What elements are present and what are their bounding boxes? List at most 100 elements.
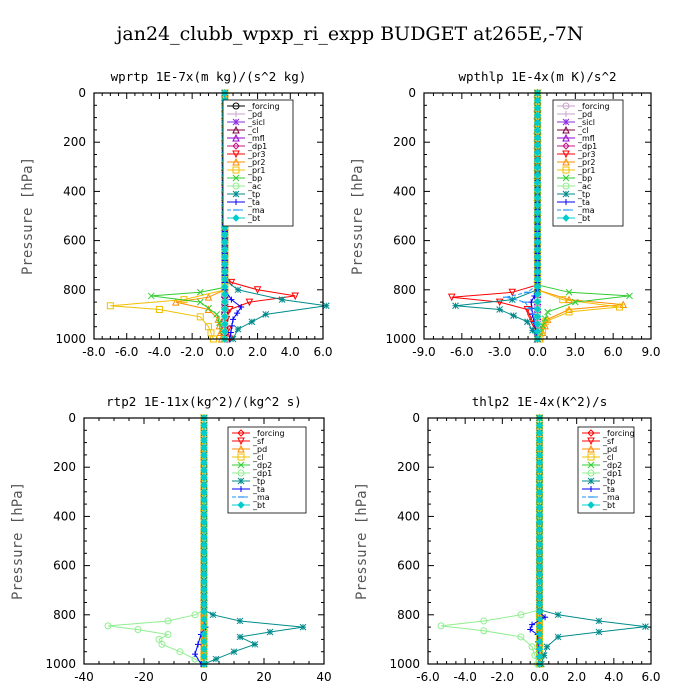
legend-label: _pd — [602, 445, 617, 454]
legend-label: _dp1 — [577, 142, 597, 151]
data-point — [533, 201, 542, 209]
data-point — [221, 327, 229, 336]
legend-label: _bp — [247, 174, 262, 183]
legend-label: _pr3 — [247, 150, 265, 159]
series-group — [104, 413, 307, 669]
legend-marker — [563, 199, 569, 205]
data-point — [559, 296, 567, 304]
data-point — [196, 298, 204, 306]
x-tick-label: 4.0 — [281, 345, 300, 359]
data-point — [542, 614, 549, 621]
legend-label: _bt — [247, 214, 260, 223]
legend-label: _ma — [247, 206, 265, 215]
data-point — [266, 628, 274, 636]
legend-item: _mfl — [557, 133, 595, 143]
legend-marker — [237, 437, 245, 446]
legend-item: _dp2 — [232, 461, 272, 470]
legend-label: _forcing — [602, 429, 635, 438]
data-point — [626, 292, 633, 300]
legend-label: _cl — [602, 453, 614, 462]
legend-label: _ac — [247, 182, 261, 191]
y-tick-label: 400 — [53, 509, 76, 523]
legend-item: _tp — [232, 477, 265, 486]
series-line-bp — [151, 93, 226, 340]
legend-label: _cl — [252, 453, 264, 462]
y-axis-label: Pressure [hPa] — [350, 157, 366, 275]
data-point — [192, 651, 198, 658]
legend-label: _dp1 — [252, 469, 272, 478]
data-point — [200, 429, 208, 437]
legend-marker — [232, 133, 240, 142]
y-axis-label: Pressure [hPa] — [354, 482, 370, 600]
legend-label: _pr1 — [247, 166, 265, 175]
data-point — [155, 635, 163, 643]
x-tick-label: -6.0 — [450, 345, 473, 359]
data-point — [227, 329, 234, 336]
data-point — [533, 208, 542, 216]
legend-label: _sicl — [577, 118, 595, 127]
legend-item: _ma — [582, 493, 620, 502]
plot-panel-4: thlp2 1E-4x(K^2)/s Pressure [hPa] -6.0 -4.0… — [354, 394, 661, 684]
x-tick-label: 2.0 — [567, 670, 586, 684]
data-point — [510, 312, 517, 319]
data-point — [535, 459, 544, 467]
figure-title: jan24_clubb_wpxp_ri_expp BUDGET at265E,-… — [115, 23, 584, 45]
plot-frame — [427, 417, 652, 665]
legend-item: _tp — [557, 190, 590, 199]
legend-label: _dp1 — [247, 142, 267, 151]
legend-marker — [562, 214, 570, 222]
data-point — [195, 641, 201, 648]
series-group — [106, 88, 330, 344]
legend-item: _pd — [557, 110, 592, 119]
data-point — [234, 325, 242, 333]
data-point — [533, 268, 542, 276]
data-point — [104, 622, 112, 630]
data-point — [200, 578, 208, 586]
data-point — [527, 626, 534, 633]
data-point — [322, 302, 330, 310]
panel-title: thlp2 1E-4x(K^2)/s — [472, 394, 607, 409]
legend-item: _ma — [232, 493, 270, 502]
data-point — [535, 630, 544, 638]
data-point — [535, 473, 544, 482]
legend-item: _pr1 — [557, 166, 595, 175]
legend-label: _bt — [577, 214, 590, 223]
legend-label: _pr2 — [247, 158, 265, 167]
data-point — [529, 621, 536, 628]
data-point — [253, 286, 262, 294]
data-point — [200, 496, 208, 504]
data-point — [533, 134, 542, 142]
data-point — [533, 298, 542, 306]
panel-title: rtp2 1E-11x(kg^2)/(kg^2 s) — [106, 394, 302, 409]
data-point — [535, 526, 544, 534]
legend-label: _tp — [252, 477, 265, 486]
data-point — [200, 526, 208, 534]
data-point — [533, 275, 542, 284]
x-tick-label: 0.0 — [215, 345, 234, 359]
y-tick-label: 200 — [63, 135, 86, 149]
x-tick-label: -4.0 — [453, 670, 476, 684]
data-point — [517, 633, 525, 641]
plot-panel-3: rtp2 1E-11x(kg^2)/(kg^2 s) Pressure [hPa]… — [10, 394, 332, 684]
legend-label: _ma — [252, 493, 270, 502]
data-point — [535, 436, 544, 445]
plot-panel-1: wprtp 1E-7x(m kg)/(s^2 kg) Pressure [hPa]… — [20, 69, 333, 359]
data-point — [200, 466, 208, 474]
data-point — [533, 230, 542, 239]
legend-item: _pr3 — [557, 150, 595, 159]
data-point — [533, 186, 542, 194]
x-tick-label: -6.0 — [115, 345, 138, 359]
data-point — [533, 104, 542, 112]
data-point — [221, 245, 229, 254]
data-point — [541, 315, 549, 323]
data-point — [221, 298, 229, 306]
y-tick-label: 600 — [397, 559, 420, 573]
legend-marker — [562, 190, 570, 198]
data-point — [554, 611, 562, 619]
legend-label: _ac — [577, 182, 591, 191]
y-tick-label: 200 — [393, 135, 416, 149]
legend-marker — [232, 142, 240, 150]
data-point — [535, 421, 544, 430]
